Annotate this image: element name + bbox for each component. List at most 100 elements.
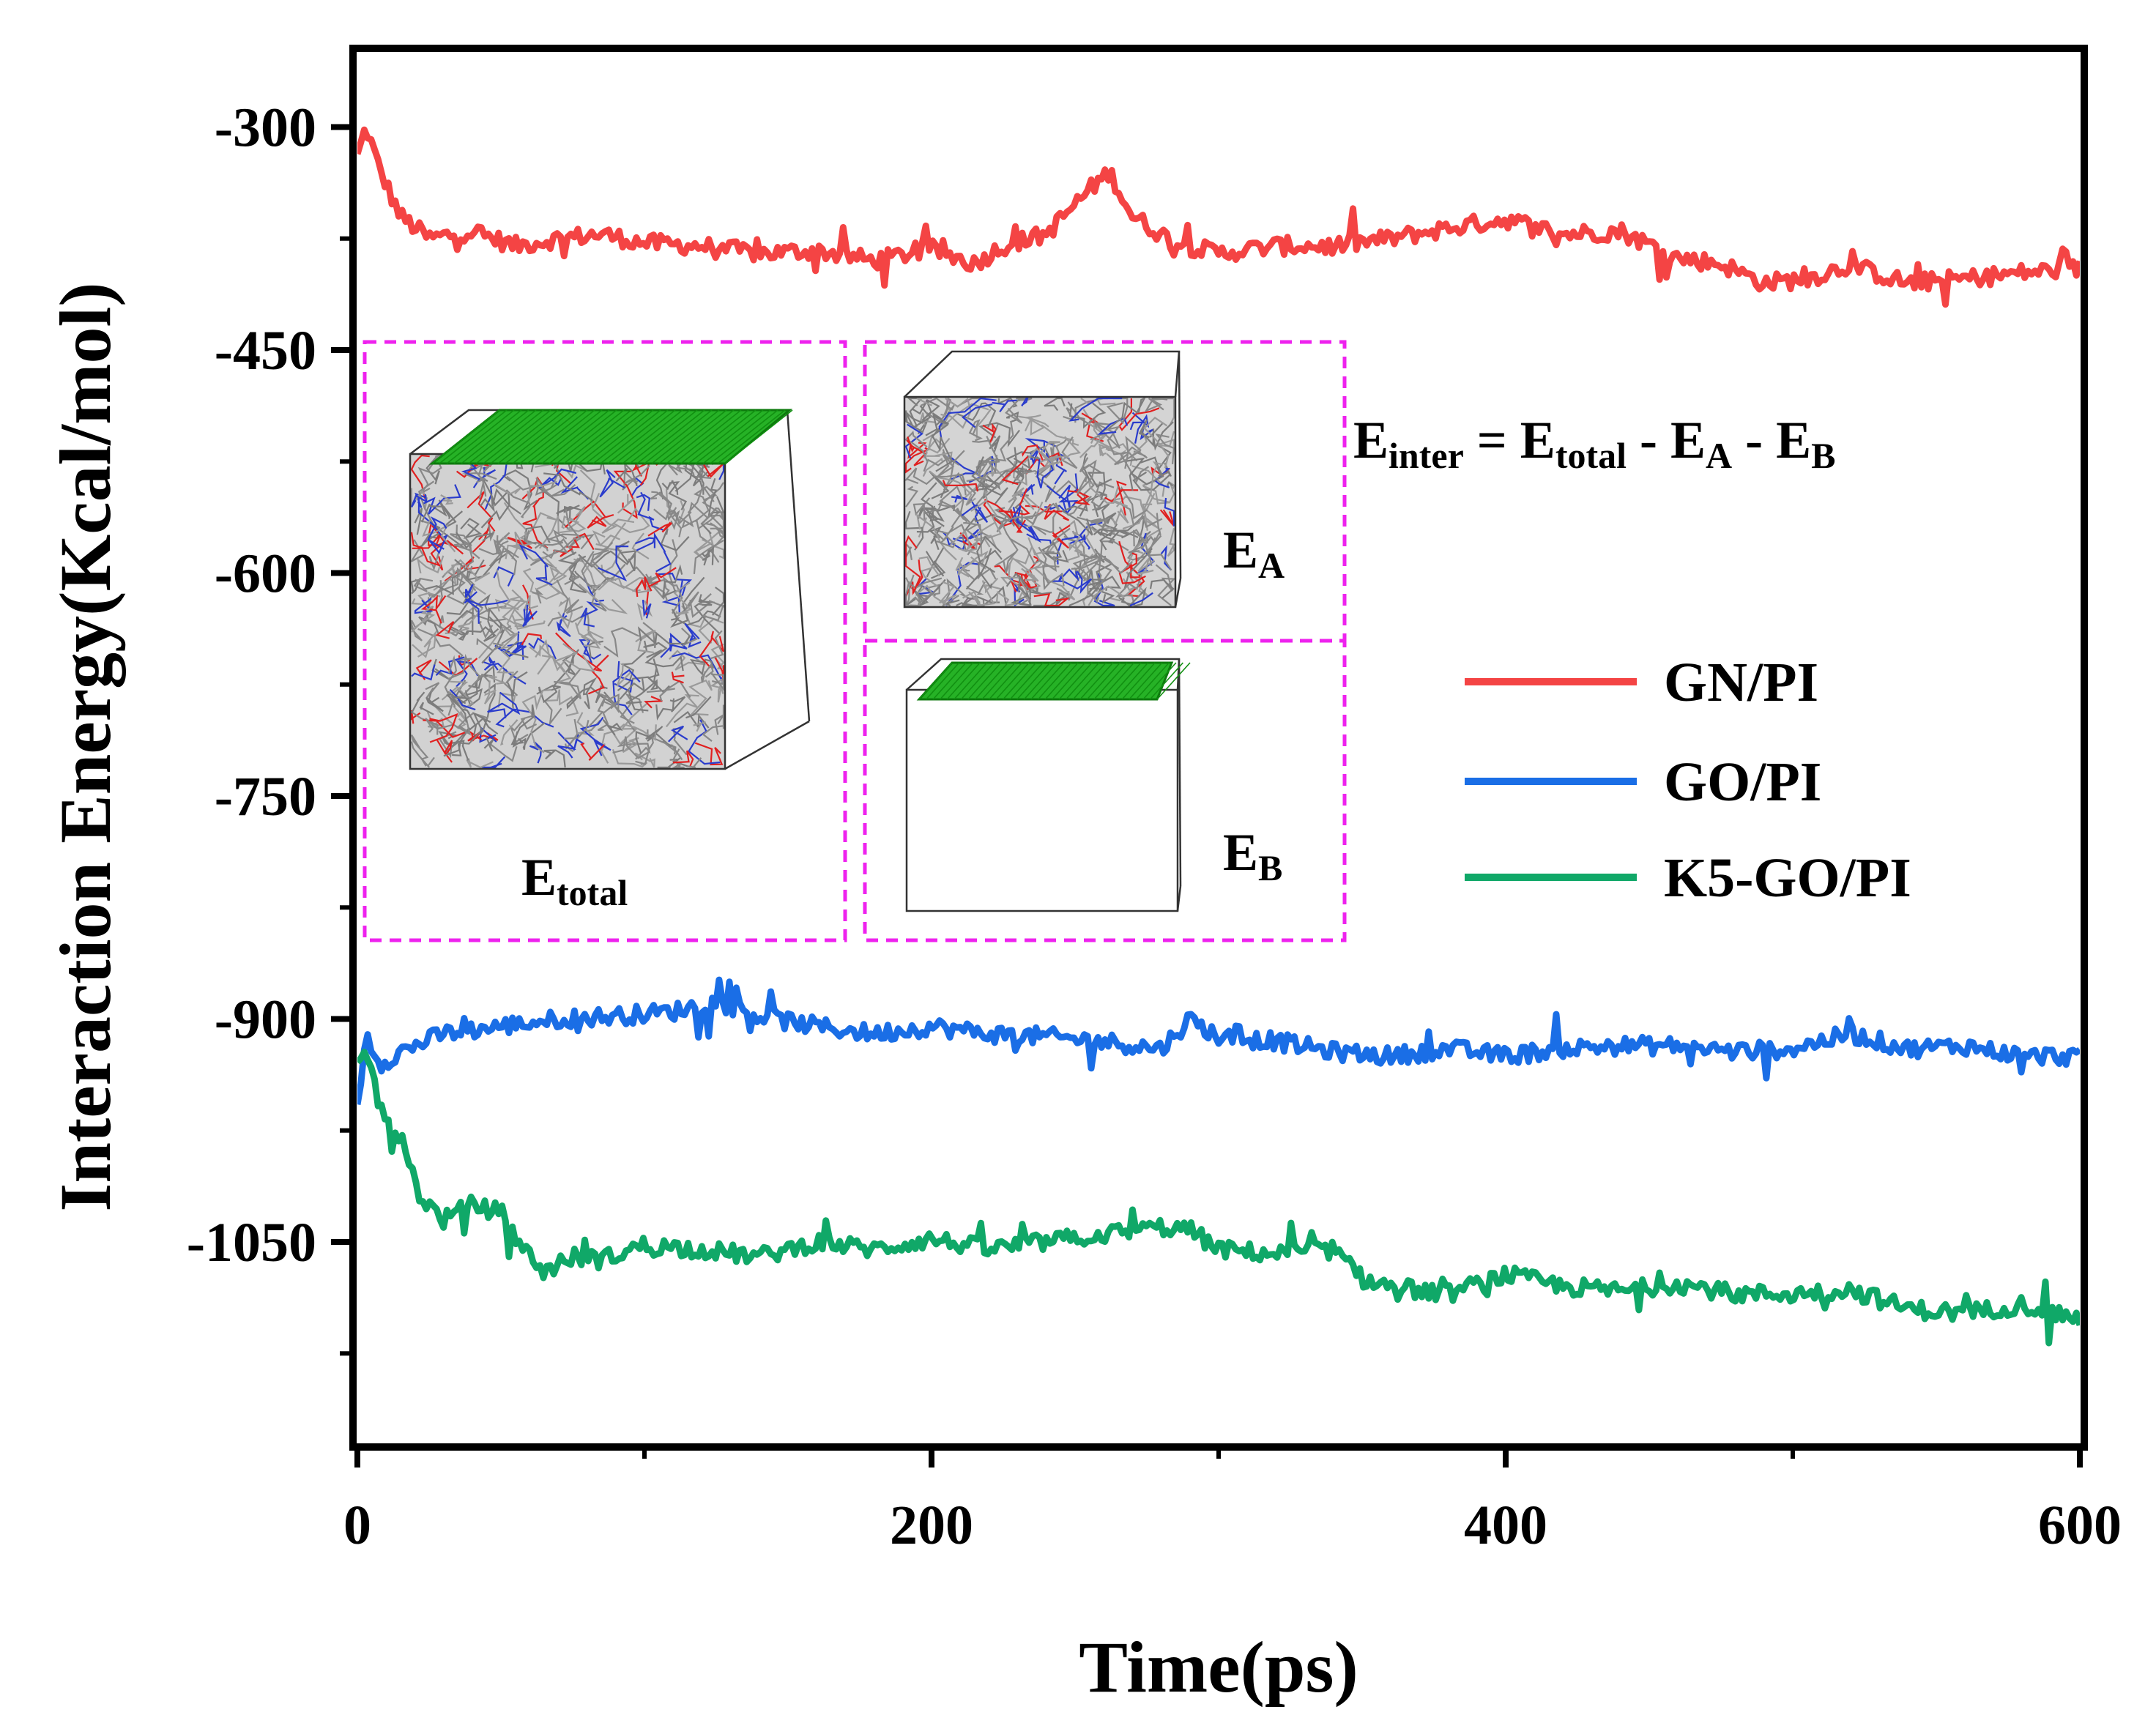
- polymer-chain: [978, 548, 1003, 580]
- polymer-chain: [1041, 424, 1079, 447]
- lattice-line: [1156, 662, 1191, 700]
- polymer-chain: [903, 467, 937, 486]
- lattice-line: [563, 409, 632, 464]
- inset-total-label: Etotal: [521, 848, 628, 913]
- inset-total-box-edge: [786, 409, 811, 722]
- polymer-chain: [487, 691, 521, 718]
- lattice-line: [989, 662, 1023, 700]
- polymer-chain: [984, 501, 1002, 548]
- polymer-chain: [693, 486, 718, 522]
- polymer-chain: [1168, 398, 1175, 427]
- polymer-chain: [544, 689, 579, 717]
- lattice-line: [1100, 662, 1135, 700]
- polymer-chain: [687, 484, 715, 514]
- inset-b-graphene-lattice: [918, 662, 1191, 700]
- lattice-line: [1030, 662, 1065, 700]
- polymer-chain: [703, 463, 724, 478]
- polymer-chain: [456, 524, 472, 550]
- polymer-chain: [456, 532, 494, 549]
- polymer-chain: [1097, 417, 1129, 435]
- lattice-line: [1079, 662, 1114, 700]
- series-line-k5-go-pi: [357, 1049, 2080, 1347]
- polymer-chain: [479, 726, 497, 743]
- polymer-chain: [417, 628, 472, 661]
- polymer-chain: [1001, 455, 1029, 486]
- polymer-chain: [645, 567, 677, 615]
- x-tick-label: 400: [1464, 1495, 1547, 1556]
- polymer-chain: [659, 680, 691, 702]
- polymer-chain: [693, 530, 721, 561]
- polymer-chain: [1118, 398, 1160, 431]
- polymer-chain: [701, 507, 724, 525]
- lattice-line: [570, 409, 639, 464]
- polymer-chain: [986, 436, 1000, 474]
- polymer-chain: [1068, 402, 1107, 429]
- polymer-chain: [1013, 455, 1041, 470]
- polymer-chain: [619, 678, 645, 700]
- lattice-line: [1052, 662, 1086, 700]
- polymer-chain: [637, 491, 663, 531]
- lattice-line: [995, 662, 1030, 700]
- polymer-chain: [411, 664, 436, 681]
- polymer-chain: [1111, 507, 1129, 527]
- polymer-chain: [1121, 504, 1163, 528]
- polymer-chain: [926, 560, 946, 579]
- polymer-chain: [1009, 537, 1057, 572]
- polymer-chain: [647, 658, 660, 685]
- lattice-line: [967, 662, 1002, 700]
- polymer-chain: [644, 696, 663, 709]
- polymer-chain: [1093, 573, 1115, 607]
- polymer-chain: [535, 477, 565, 497]
- lattice-line: [519, 409, 588, 464]
- polymer-chain: [1068, 397, 1123, 422]
- polymer-chain: [582, 677, 598, 710]
- polymer-chain: [410, 620, 423, 641]
- polymer-chain: [505, 531, 532, 559]
- polymer-chain: [1022, 502, 1060, 526]
- polymer-chain: [961, 513, 993, 551]
- polymer-chain: [650, 491, 673, 521]
- polymer-chain: [458, 626, 497, 641]
- polymer-chain: [921, 397, 955, 415]
- polymer-chain: [410, 454, 430, 499]
- polymer-chain: [511, 614, 546, 630]
- polymer-chain: [553, 643, 579, 683]
- inset-total-graphene-lattice: [431, 409, 793, 464]
- polymer-chain: [904, 423, 923, 459]
- polymer-chain: [1131, 465, 1165, 497]
- lattice-line: [541, 409, 610, 464]
- polymer-chain: [925, 414, 949, 436]
- polymer-chain: [942, 480, 979, 492]
- lattice-line: [607, 409, 676, 464]
- polymer-chain: [561, 505, 586, 529]
- polymer-chain: [535, 565, 553, 586]
- polymer-chain: [1137, 557, 1155, 576]
- polymer-chain: [672, 750, 694, 768]
- polymer-chain: [702, 600, 725, 622]
- polymer-chain: [579, 716, 612, 756]
- polymer-chain: [662, 564, 683, 598]
- polymer-chain: [694, 742, 724, 766]
- polymer-chain: [551, 654, 595, 673]
- polymer-chain: [710, 630, 724, 660]
- polymer-chain: [415, 659, 432, 680]
- polymer-chain: [906, 436, 915, 453]
- polymer-chain: [578, 583, 628, 614]
- polymer-chain: [524, 525, 551, 545]
- polymer-chain: [481, 756, 506, 769]
- lattice-line: [468, 409, 537, 464]
- polymer-chain: [1005, 411, 1019, 423]
- lattice-line: [1121, 662, 1156, 700]
- polymer-chain: [612, 736, 650, 759]
- polymer-chain: [556, 612, 571, 638]
- polymer-chain: [998, 488, 1030, 516]
- polymer-chain: [710, 643, 726, 670]
- polymer-chain: [543, 749, 566, 768]
- polymer-chain: [564, 720, 590, 740]
- polymer-chain: [923, 438, 945, 459]
- polymer-chain: [916, 397, 933, 406]
- polymer-chain: [668, 725, 688, 743]
- x-tick-label: 600: [2038, 1495, 2122, 1556]
- polymer-chain: [1107, 436, 1142, 455]
